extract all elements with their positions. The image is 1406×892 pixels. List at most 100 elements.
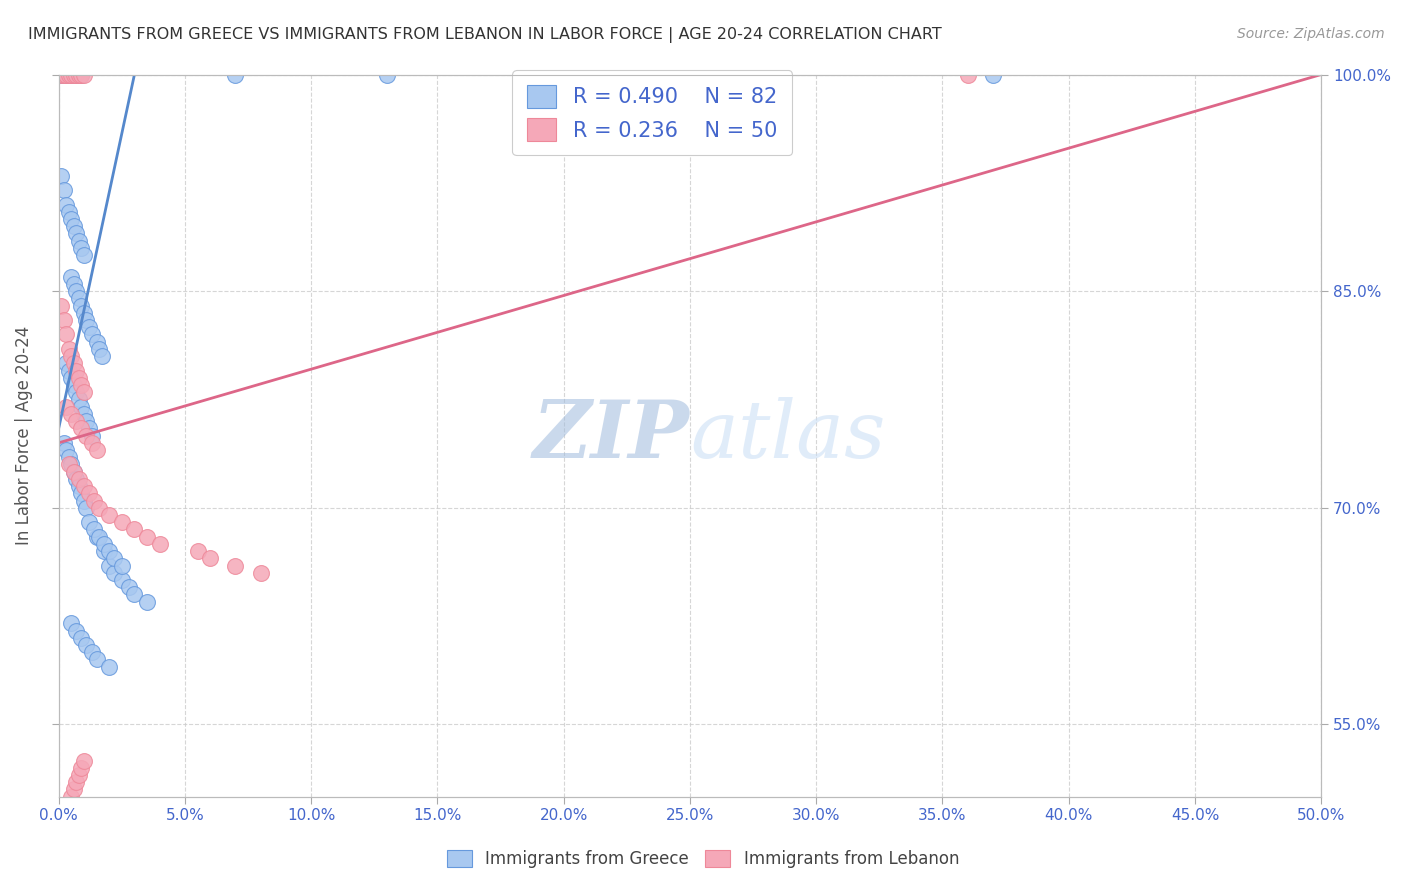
Point — [187, 544, 209, 558]
Text: IMMIGRANTS FROM GREECE VS IMMIGRANTS FROM LEBANON IN LABOR FORCE | AGE 20-24 COR: IMMIGRANTS FROM GREECE VS IMMIGRANTS FRO… — [28, 27, 942, 43]
Point — [58, 342, 80, 356]
Legend: R = 0.490    N = 82, R = 0.236    N = 50: R = 0.490 N = 82, R = 0.236 N = 50 — [512, 70, 792, 155]
Point — [98, 558, 121, 573]
Point — [83, 493, 105, 508]
Point — [53, 68, 76, 82]
Point — [375, 68, 398, 82]
Point — [63, 68, 86, 82]
Point — [65, 227, 87, 241]
Point — [87, 530, 110, 544]
Point — [60, 269, 83, 284]
Point — [67, 768, 90, 782]
Point — [67, 392, 90, 407]
Legend: Immigrants from Greece, Immigrants from Lebanon: Immigrants from Greece, Immigrants from … — [440, 843, 966, 875]
Point — [60, 68, 83, 82]
Point — [63, 378, 86, 392]
Point — [63, 68, 86, 82]
Point — [51, 68, 73, 82]
Point — [80, 435, 103, 450]
Point — [755, 68, 778, 82]
Point — [55, 356, 77, 370]
Point — [76, 428, 98, 442]
Point — [198, 551, 221, 566]
Point — [67, 371, 90, 385]
Point — [58, 363, 80, 377]
Point — [67, 479, 90, 493]
Point — [67, 68, 90, 82]
Point — [86, 530, 108, 544]
Point — [86, 334, 108, 349]
Point — [70, 378, 93, 392]
Point — [73, 407, 96, 421]
Point — [60, 407, 83, 421]
Point — [224, 68, 246, 82]
Point — [956, 68, 979, 82]
Point — [124, 523, 146, 537]
Point — [70, 241, 93, 255]
Point — [67, 292, 90, 306]
Point — [70, 486, 93, 500]
Point — [70, 400, 93, 414]
Point — [63, 465, 86, 479]
Point — [65, 284, 87, 298]
Point — [83, 523, 105, 537]
Point — [76, 414, 98, 428]
Point — [98, 508, 121, 522]
Point — [136, 530, 159, 544]
Point — [55, 68, 77, 82]
Point — [70, 421, 93, 435]
Point — [93, 544, 115, 558]
Point — [103, 551, 125, 566]
Point — [60, 789, 83, 804]
Point — [63, 782, 86, 797]
Point — [249, 566, 271, 580]
Point — [111, 573, 134, 587]
Point — [73, 479, 96, 493]
Point — [55, 327, 77, 342]
Point — [58, 204, 80, 219]
Point — [98, 544, 121, 558]
Point — [70, 68, 93, 82]
Point — [55, 443, 77, 458]
Text: atlas: atlas — [690, 397, 886, 475]
Point — [73, 68, 96, 82]
Point — [73, 248, 96, 262]
Point — [52, 313, 75, 327]
Point — [149, 537, 172, 551]
Point — [87, 342, 110, 356]
Point — [65, 775, 87, 789]
Point — [52, 68, 75, 82]
Point — [981, 68, 1004, 82]
Point — [111, 558, 134, 573]
Point — [65, 68, 87, 82]
Point — [60, 371, 83, 385]
Point — [65, 472, 87, 486]
Point — [63, 465, 86, 479]
Point — [58, 450, 80, 465]
Point — [73, 306, 96, 320]
Point — [51, 68, 73, 82]
Point — [55, 68, 77, 82]
Point — [60, 616, 83, 631]
Point — [65, 385, 87, 400]
Point — [77, 486, 100, 500]
Y-axis label: In Labor Force | Age 20-24: In Labor Force | Age 20-24 — [15, 326, 32, 545]
Point — [52, 68, 75, 82]
Text: Source: ZipAtlas.com: Source: ZipAtlas.com — [1237, 27, 1385, 41]
Point — [73, 385, 96, 400]
Point — [55, 400, 77, 414]
Point — [56, 68, 79, 82]
Point — [77, 515, 100, 529]
Point — [90, 349, 112, 363]
Point — [86, 652, 108, 666]
Point — [65, 68, 87, 82]
Point — [103, 566, 125, 580]
Point — [63, 219, 86, 234]
Point — [86, 443, 108, 458]
Point — [77, 320, 100, 334]
Point — [80, 428, 103, 442]
Point — [70, 299, 93, 313]
Point — [60, 68, 83, 82]
Point — [80, 645, 103, 659]
Point — [63, 356, 86, 370]
